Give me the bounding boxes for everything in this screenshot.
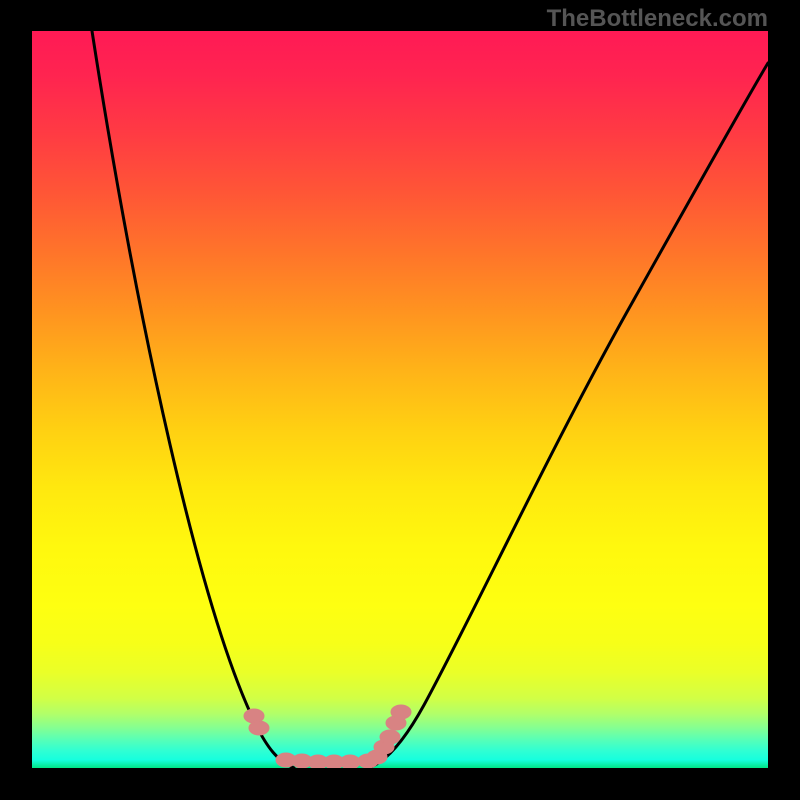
- marker-point: [391, 705, 411, 719]
- marker-point: [380, 730, 400, 744]
- plot-area: [32, 31, 768, 768]
- chart-svg: [32, 31, 768, 768]
- chart-container: TheBottleneck.com: [0, 0, 800, 800]
- marker-point: [340, 755, 360, 768]
- gradient-background: [32, 31, 768, 768]
- marker-point: [249, 721, 269, 735]
- watermark-text: TheBottleneck.com: [547, 5, 768, 33]
